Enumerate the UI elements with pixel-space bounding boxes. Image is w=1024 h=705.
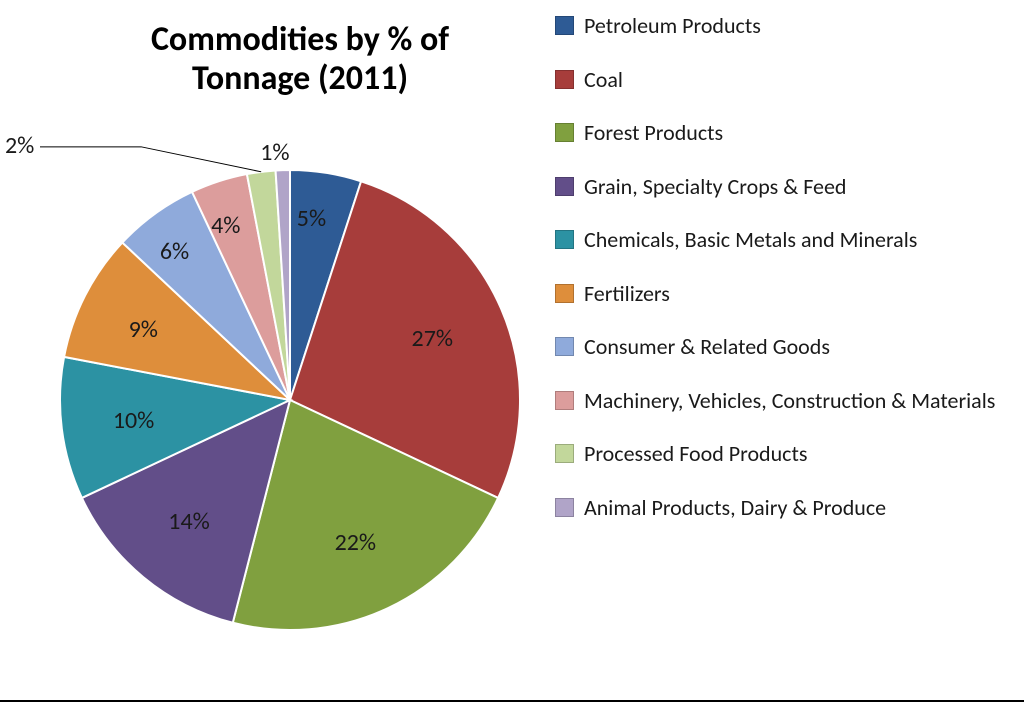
legend-label: Petroleum Products: [584, 12, 761, 40]
legend-label: Coal: [584, 66, 623, 94]
bottom-rule: [0, 700, 1024, 702]
legend-swatch: [555, 177, 574, 196]
legend-label: Fertilizers: [584, 280, 670, 308]
legend-item: Grain, Specialty Crops & Feed: [555, 173, 1015, 201]
legend-swatch: [555, 16, 574, 35]
legend-item: Petroleum Products: [555, 12, 1015, 40]
legend-label: Grain, Specialty Crops & Feed: [584, 173, 846, 201]
legend-swatch: [555, 284, 574, 303]
legend-item: Machinery, Vehicles, Construction & Mate…: [555, 387, 1015, 415]
legend-label: Machinery, Vehicles, Construction & Mate…: [584, 387, 995, 415]
legend: Petroleum Products Coal Forest Products Gra…: [555, 12, 1015, 547]
legend-item: Fertilizers: [555, 280, 1015, 308]
legend-item: Chemicals, Basic Metals and Minerals: [555, 226, 1015, 254]
legend-swatch: [555, 337, 574, 356]
legend-label: Consumer & Related Goods: [584, 333, 830, 361]
legend-swatch: [555, 444, 574, 463]
legend-label: Animal Products, Dairy & Produce: [584, 494, 886, 522]
legend-item: Forest Products: [555, 119, 1015, 147]
leader-label: 2%: [5, 131, 34, 160]
legend-swatch: [555, 391, 574, 410]
legend-label: Processed Food Products: [584, 440, 807, 468]
legend-swatch: [555, 230, 574, 249]
legend-swatch: [555, 123, 574, 142]
legend-item: Coal: [555, 66, 1015, 94]
legend-label: Chemicals, Basic Metals and Minerals: [584, 226, 917, 254]
legend-item: Consumer & Related Goods: [555, 333, 1015, 361]
legend-item: Animal Products, Dairy & Produce: [555, 494, 1015, 522]
legend-item: Processed Food Products: [555, 440, 1015, 468]
legend-label: Forest Products: [584, 119, 723, 147]
legend-swatch: [555, 70, 574, 89]
legend-swatch: [555, 498, 574, 517]
